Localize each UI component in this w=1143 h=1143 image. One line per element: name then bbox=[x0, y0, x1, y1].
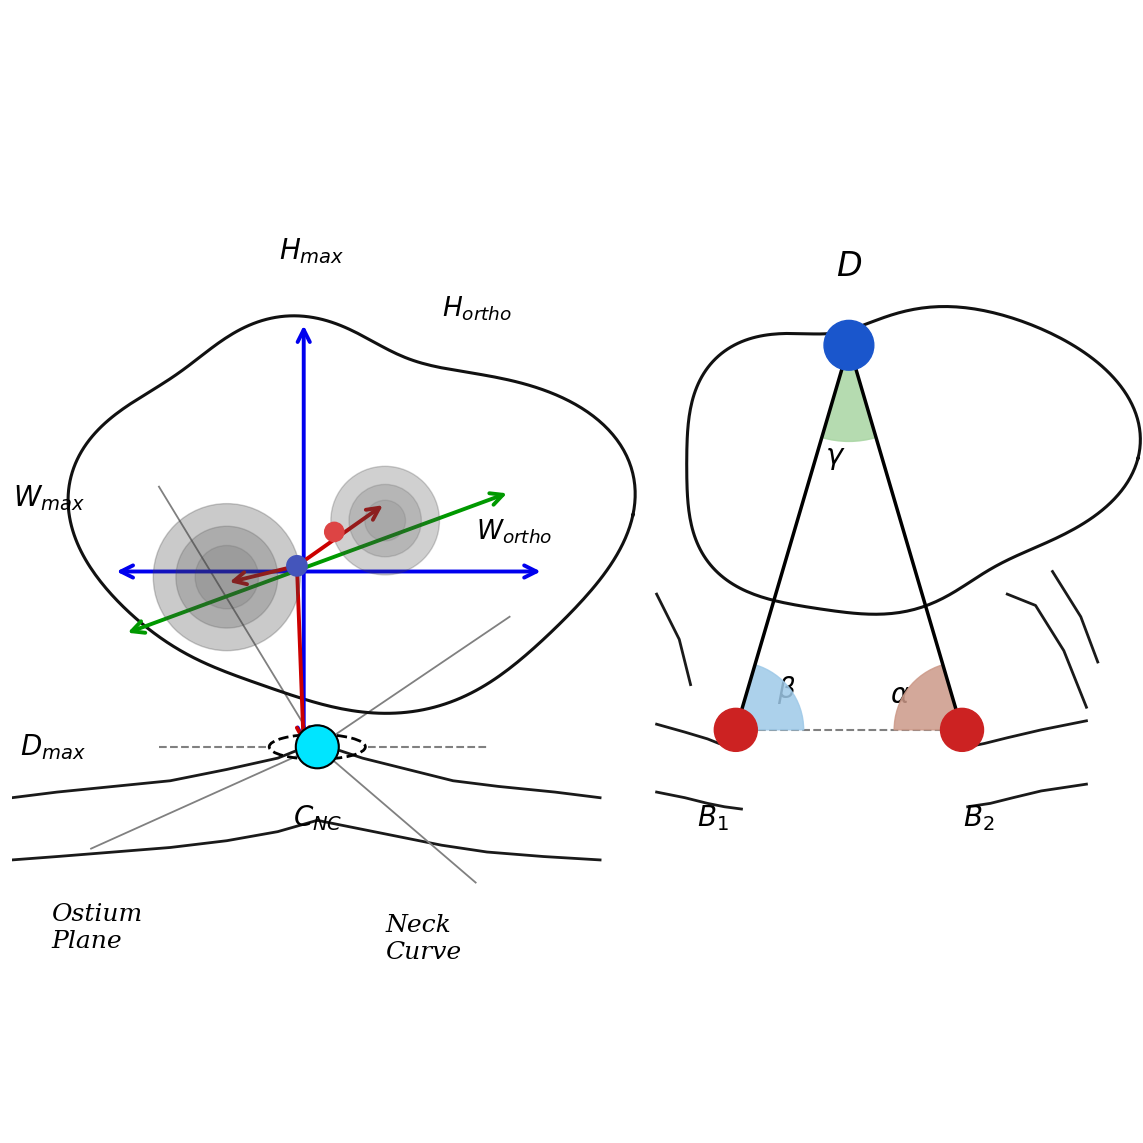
Circle shape bbox=[176, 526, 278, 628]
Circle shape bbox=[195, 545, 258, 609]
Circle shape bbox=[330, 466, 439, 575]
Wedge shape bbox=[822, 345, 876, 441]
Circle shape bbox=[714, 709, 758, 751]
Circle shape bbox=[365, 501, 406, 541]
Text: $W_{max}$: $W_{max}$ bbox=[14, 483, 86, 513]
Circle shape bbox=[287, 555, 307, 576]
Text: Neck
Curve: Neck Curve bbox=[385, 914, 462, 964]
Text: $H_{ortho}$: $H_{ortho}$ bbox=[441, 294, 512, 322]
Text: $C_{NC}$: $C_{NC}$ bbox=[293, 804, 342, 833]
Text: $W_{ortho}$: $W_{ortho}$ bbox=[475, 518, 552, 546]
Wedge shape bbox=[736, 665, 804, 730]
Circle shape bbox=[153, 504, 301, 650]
Circle shape bbox=[824, 320, 873, 370]
Circle shape bbox=[296, 726, 338, 768]
Circle shape bbox=[941, 709, 983, 751]
Text: $H_{max}$: $H_{max}$ bbox=[279, 237, 344, 266]
Text: $B_2$: $B_2$ bbox=[964, 804, 994, 833]
Text: $\gamma$: $\gamma$ bbox=[825, 445, 846, 472]
Text: $\beta$: $\beta$ bbox=[777, 674, 797, 706]
Text: $D$: $D$ bbox=[836, 251, 862, 283]
Text: Ostium
Plane: Ostium Plane bbox=[51, 903, 143, 952]
Text: $D_{max}$: $D_{max}$ bbox=[19, 732, 86, 761]
Text: $B_1$: $B_1$ bbox=[697, 804, 729, 833]
Circle shape bbox=[349, 485, 422, 557]
Wedge shape bbox=[894, 665, 962, 730]
Text: $\alpha$: $\alpha$ bbox=[890, 682, 910, 710]
Circle shape bbox=[325, 522, 344, 542]
